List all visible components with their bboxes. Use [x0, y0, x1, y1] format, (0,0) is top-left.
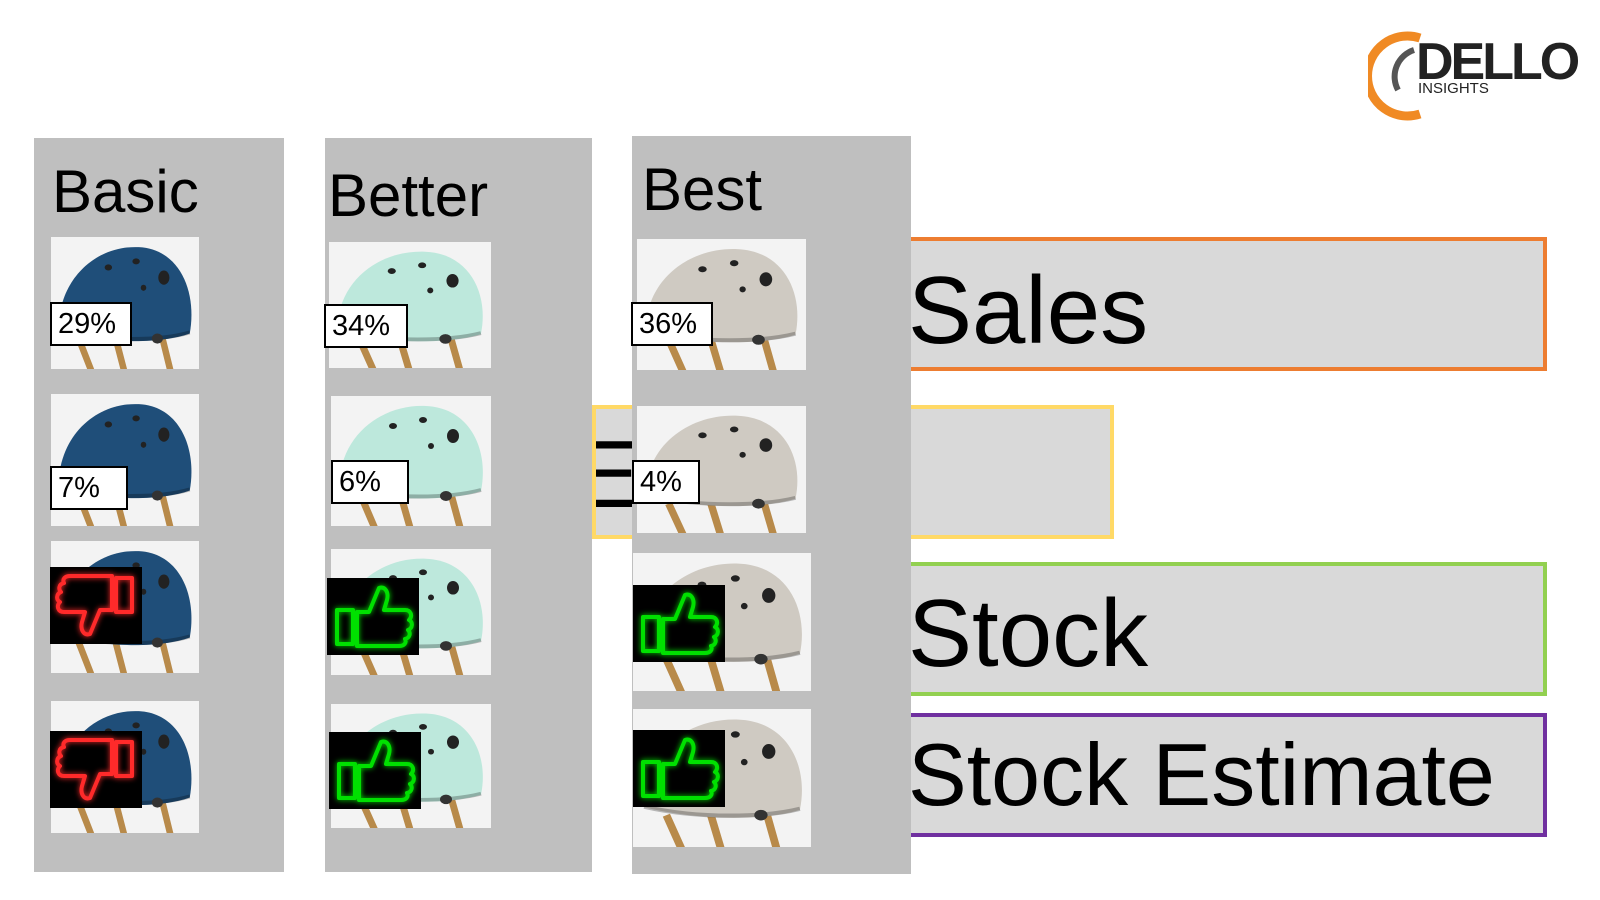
thumbs-up-icon	[633, 585, 725, 662]
percent-badge: 7%	[50, 466, 128, 510]
bar-label-stock-estimate: Stock Estimate	[908, 725, 1495, 824]
column-title: Basic	[52, 158, 199, 225]
bar-stock-estimate: Stock Estimate	[900, 713, 1547, 837]
thumbs-up-icon	[329, 732, 421, 809]
logo-subtitle: INSIGHTS	[1418, 80, 1489, 97]
bar-label-sales: Sales	[908, 257, 1149, 364]
bar-stock: Stock	[900, 562, 1547, 696]
thumbs-up-icon	[633, 730, 725, 807]
percent-badge: 34%	[324, 304, 408, 348]
bar-sales: Sales	[900, 237, 1547, 371]
percent-badge: 29%	[50, 302, 132, 346]
percent-badge: 6%	[331, 460, 409, 504]
thumbs-down-icon	[50, 567, 142, 644]
dello-insights-logo: DELLO INSIGHTS	[1368, 30, 1583, 122]
thumbs-down-icon	[50, 731, 142, 808]
bar-label-stock: Stock	[908, 580, 1149, 687]
column-title: Best	[642, 156, 763, 223]
logo-wordmark: DELLO	[1416, 33, 1580, 91]
logo-arc-icon	[1368, 31, 1422, 121]
column-title: Better	[328, 162, 489, 229]
thumbs-up-icon	[327, 578, 419, 655]
percent-badge: 4%	[632, 460, 700, 504]
percent-badge: 36%	[631, 302, 713, 346]
